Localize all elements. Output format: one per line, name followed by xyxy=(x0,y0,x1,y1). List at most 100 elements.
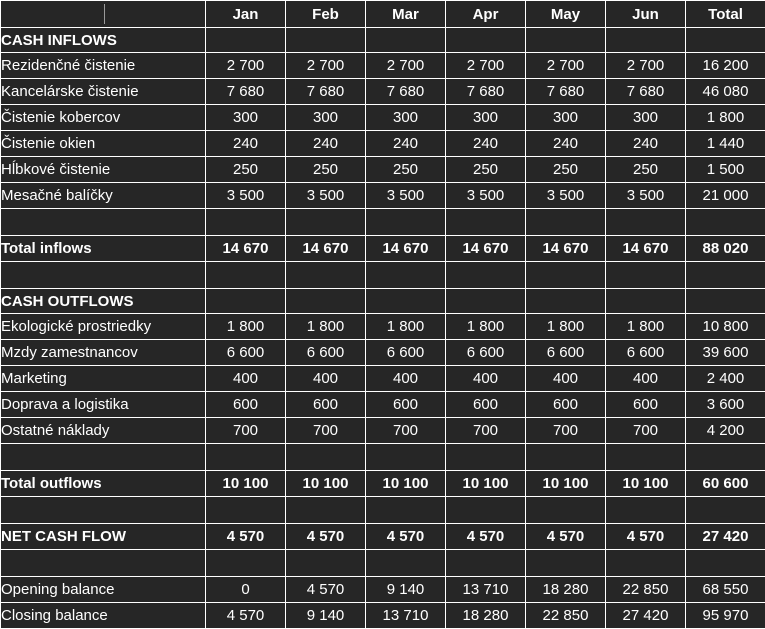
value-cell-jun[interactable]: 600 xyxy=(606,392,686,418)
value-cell-apr[interactable]: 4 570 xyxy=(446,524,526,550)
row-label[interactable]: Ekologické prostriedky xyxy=(1,314,206,340)
value-cell-mar[interactable]: 9 140 xyxy=(366,577,446,603)
empty-cell[interactable] xyxy=(606,289,686,314)
value-cell-apr[interactable]: 400 xyxy=(446,366,526,392)
empty-cell[interactable] xyxy=(286,497,366,524)
column-header-apr[interactable]: Apr xyxy=(446,1,526,28)
value-cell-jan[interactable]: 10 100 xyxy=(206,471,286,497)
value-cell-feb[interactable]: 4 570 xyxy=(286,524,366,550)
row-label[interactable]: Total inflows xyxy=(1,236,206,262)
value-cell-apr[interactable]: 14 670 xyxy=(446,236,526,262)
value-cell-jan[interactable]: 300 xyxy=(206,105,286,131)
value-cell-feb[interactable]: 6 600 xyxy=(286,340,366,366)
section-title[interactable]: CASH OUTFLOWS xyxy=(1,289,206,314)
value-cell-apr[interactable]: 250 xyxy=(446,157,526,183)
value-cell-feb[interactable]: 1 800 xyxy=(286,314,366,340)
empty-cell[interactable] xyxy=(1,550,206,577)
empty-cell[interactable] xyxy=(526,262,606,289)
value-cell-feb[interactable]: 14 670 xyxy=(286,236,366,262)
value-cell-mar[interactable]: 600 xyxy=(366,392,446,418)
value-cell-jan[interactable]: 2 700 xyxy=(206,53,286,79)
value-cell-jun[interactable]: 300 xyxy=(606,105,686,131)
value-cell-jan[interactable]: 250 xyxy=(206,157,286,183)
value-cell-jun[interactable]: 7 680 xyxy=(606,79,686,105)
value-cell-total[interactable]: 39 600 xyxy=(686,340,765,366)
empty-cell[interactable] xyxy=(206,28,286,53)
value-cell-jun[interactable]: 240 xyxy=(606,131,686,157)
value-cell-mar[interactable]: 1 800 xyxy=(366,314,446,340)
value-cell-feb[interactable]: 7 680 xyxy=(286,79,366,105)
value-cell-jan[interactable]: 400 xyxy=(206,366,286,392)
row-label[interactable]: Opening balance xyxy=(1,577,206,603)
empty-cell[interactable] xyxy=(286,209,366,236)
value-cell-may[interactable]: 3 500 xyxy=(526,183,606,209)
value-cell-jan[interactable]: 4 570 xyxy=(206,524,286,550)
empty-cell[interactable] xyxy=(366,209,446,236)
value-cell-jan[interactable]: 7 680 xyxy=(206,79,286,105)
empty-cell[interactable] xyxy=(1,209,206,236)
value-cell-total[interactable]: 46 080 xyxy=(686,79,765,105)
empty-cell[interactable] xyxy=(606,550,686,577)
empty-cell[interactable] xyxy=(526,550,606,577)
value-cell-apr[interactable]: 3 500 xyxy=(446,183,526,209)
empty-cell[interactable] xyxy=(286,262,366,289)
value-cell-jun[interactable]: 4 570 xyxy=(606,524,686,550)
empty-cell[interactable] xyxy=(686,550,765,577)
empty-cell[interactable] xyxy=(206,550,286,577)
value-cell-jan[interactable]: 14 670 xyxy=(206,236,286,262)
value-cell-total[interactable]: 21 000 xyxy=(686,183,765,209)
empty-cell[interactable] xyxy=(366,497,446,524)
value-cell-total[interactable]: 16 200 xyxy=(686,53,765,79)
value-cell-total[interactable]: 60 600 xyxy=(686,471,765,497)
row-label[interactable]: Čistenie okien xyxy=(1,131,206,157)
value-cell-total[interactable]: 1 500 xyxy=(686,157,765,183)
value-cell-apr[interactable]: 7 680 xyxy=(446,79,526,105)
value-cell-feb[interactable]: 10 100 xyxy=(286,471,366,497)
empty-cell[interactable] xyxy=(686,209,765,236)
value-cell-mar[interactable]: 7 680 xyxy=(366,79,446,105)
empty-cell[interactable] xyxy=(366,262,446,289)
empty-cell[interactable] xyxy=(446,262,526,289)
value-cell-jan[interactable]: 4 570 xyxy=(206,603,286,629)
value-cell-apr[interactable]: 6 600 xyxy=(446,340,526,366)
empty-cell[interactable] xyxy=(446,289,526,314)
value-cell-may[interactable]: 600 xyxy=(526,392,606,418)
empty-cell[interactable] xyxy=(686,262,765,289)
value-cell-feb[interactable]: 4 570 xyxy=(286,577,366,603)
empty-cell[interactable] xyxy=(206,444,286,471)
value-cell-apr[interactable]: 600 xyxy=(446,392,526,418)
column-header-jun[interactable]: Jun xyxy=(606,1,686,28)
value-cell-mar[interactable]: 300 xyxy=(366,105,446,131)
row-label[interactable]: Mesačné balíčky xyxy=(1,183,206,209)
row-label[interactable]: Doprava a logistika xyxy=(1,392,206,418)
empty-cell[interactable] xyxy=(206,497,286,524)
value-cell-feb[interactable]: 600 xyxy=(286,392,366,418)
row-label[interactable]: Rezidenčné čistenie xyxy=(1,53,206,79)
empty-cell[interactable] xyxy=(446,28,526,53)
value-cell-apr[interactable]: 10 100 xyxy=(446,471,526,497)
value-cell-jan[interactable]: 700 xyxy=(206,418,286,444)
value-cell-jun[interactable]: 1 800 xyxy=(606,314,686,340)
value-cell-jan[interactable]: 1 800 xyxy=(206,314,286,340)
value-cell-total[interactable]: 4 200 xyxy=(686,418,765,444)
row-label[interactable]: Total outflows xyxy=(1,471,206,497)
value-cell-jun[interactable]: 27 420 xyxy=(606,603,686,629)
value-cell-mar[interactable]: 250 xyxy=(366,157,446,183)
value-cell-mar[interactable]: 6 600 xyxy=(366,340,446,366)
value-cell-mar[interactable]: 10 100 xyxy=(366,471,446,497)
value-cell-feb[interactable]: 400 xyxy=(286,366,366,392)
value-cell-jun[interactable]: 3 500 xyxy=(606,183,686,209)
empty-cell[interactable] xyxy=(526,209,606,236)
column-header-feb[interactable]: Feb xyxy=(286,1,366,28)
value-cell-mar[interactable]: 3 500 xyxy=(366,183,446,209)
empty-cell[interactable] xyxy=(606,262,686,289)
corner-cell[interactable] xyxy=(1,1,206,28)
row-label[interactable]: Closing balance xyxy=(1,603,206,629)
empty-cell[interactable] xyxy=(446,209,526,236)
value-cell-total[interactable]: 3 600 xyxy=(686,392,765,418)
row-label[interactable]: Čistenie kobercov xyxy=(1,105,206,131)
column-header-total[interactable]: Total xyxy=(686,1,765,28)
empty-cell[interactable] xyxy=(446,497,526,524)
column-header-may[interactable]: May xyxy=(526,1,606,28)
value-cell-may[interactable]: 14 670 xyxy=(526,236,606,262)
